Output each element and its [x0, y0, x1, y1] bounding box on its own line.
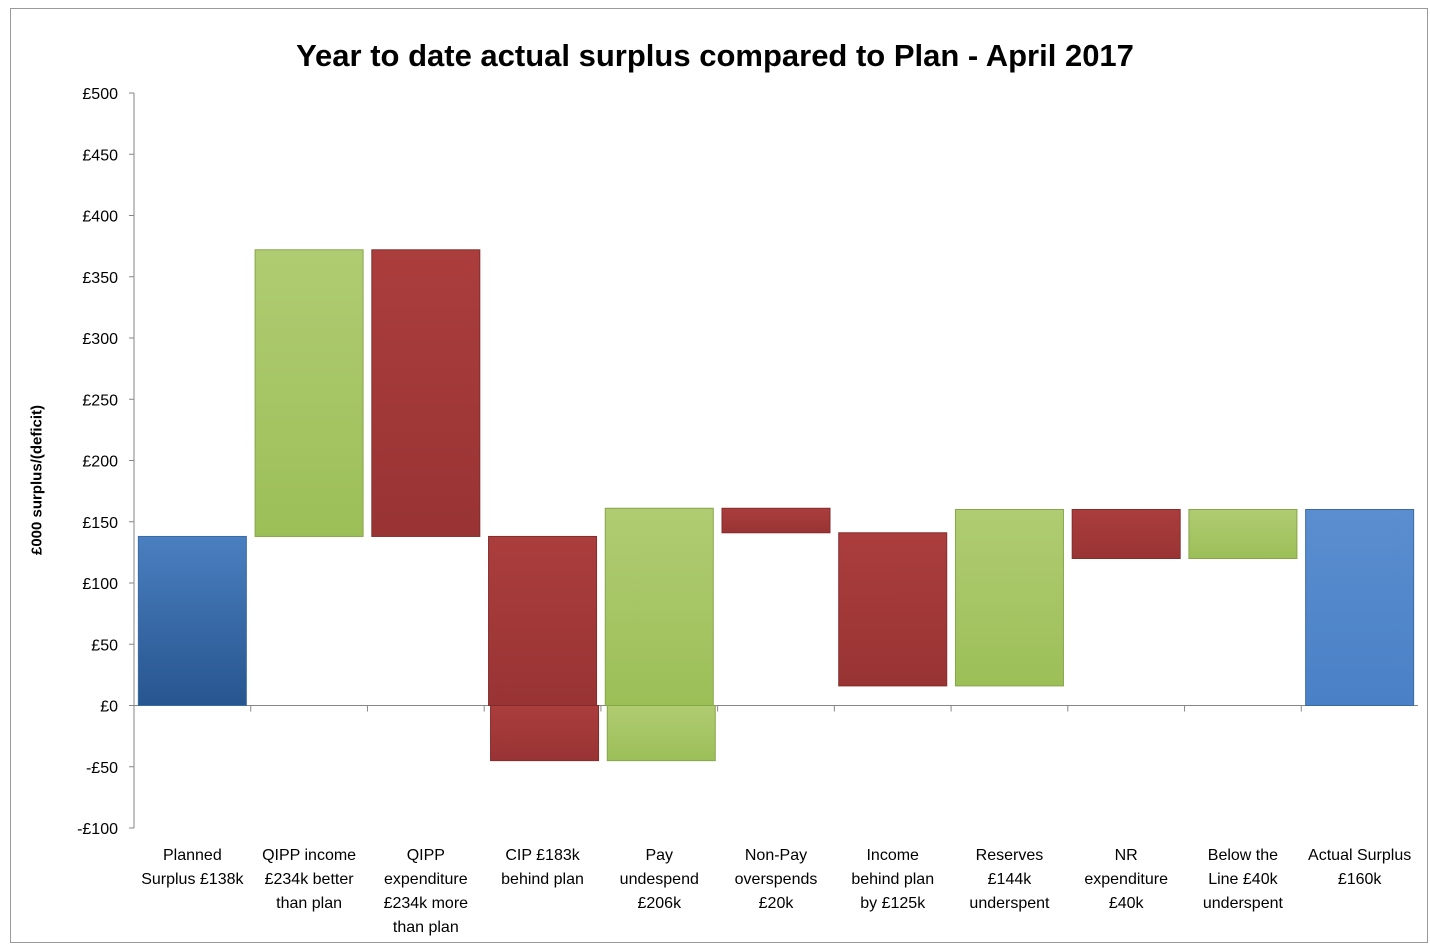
y-tick-label: £200	[82, 454, 118, 471]
x-category-label: than plan	[276, 895, 342, 912]
y-tick-label: £400	[82, 209, 118, 226]
waterfall-bar-increase	[254, 249, 364, 537]
x-category-label: Below the	[1208, 847, 1278, 864]
y-tick-label: -£50	[86, 760, 118, 777]
x-category-label: Income	[866, 847, 919, 864]
x-category-label: QIPP	[407, 847, 445, 864]
waterfall-bar-total	[137, 535, 247, 707]
y-tick-label: £50	[91, 637, 118, 654]
y-tick-label: £0	[100, 699, 118, 716]
chart-title: Year to date actual surplus compared to …	[296, 38, 1134, 73]
x-category-label: Planned	[163, 847, 222, 864]
waterfall-bar-decrease	[721, 507, 831, 534]
x-category-label: £206k	[637, 895, 682, 912]
x-category-label: undespend	[620, 871, 699, 888]
x-category-label: behind plan	[851, 871, 934, 888]
y-tick-label: £250	[82, 392, 118, 409]
x-category-label: QIPP income	[262, 847, 356, 864]
x-category-label: Reserves	[976, 847, 1044, 864]
chart-frame	[10, 8, 1428, 943]
waterfall-bar-decrease	[490, 705, 600, 762]
x-category-label: £20k	[759, 895, 795, 912]
x-category-label: expenditure	[384, 871, 468, 888]
y-tick-label: £100	[82, 576, 118, 593]
y-tick-label: £350	[82, 270, 118, 287]
x-category-label: CIP £183k	[505, 847, 580, 864]
y-tick-label: £500	[82, 86, 118, 103]
y-tick-label: £150	[82, 515, 118, 532]
x-category-label: Pay	[645, 847, 673, 864]
waterfall-bar-increase	[954, 509, 1064, 687]
x-category-label: behind plan	[501, 871, 584, 888]
x-category-label: overspends	[735, 871, 818, 888]
y-tick-label: £450	[82, 147, 118, 164]
x-category-label: by £125k	[860, 895, 926, 912]
x-category-label: Surplus £138k	[141, 871, 244, 888]
x-category-label: Line £40k	[1208, 871, 1278, 888]
waterfall-bar-increase	[1188, 509, 1298, 559]
waterfall-bar-total	[1305, 509, 1415, 706]
x-category-label: expenditure	[1084, 871, 1168, 888]
waterfall-bar-decrease	[1071, 509, 1181, 559]
x-category-label: underspent	[1203, 895, 1284, 912]
x-category-label: £234k better	[265, 871, 355, 888]
x-category-label: £40k	[1109, 895, 1145, 912]
waterfall-bar-increase	[604, 507, 714, 706]
x-category-label: £160k	[1338, 871, 1383, 888]
y-tick-label: £300	[82, 331, 118, 348]
waterfall-bar-increase	[606, 705, 716, 762]
x-category-label: £144k	[988, 871, 1033, 888]
x-category-label: Non-Pay	[745, 847, 807, 864]
x-category-label: Actual Surplus	[1308, 847, 1411, 864]
waterfall-bar-decrease	[838, 532, 948, 687]
x-category-label: £234k more	[384, 895, 469, 912]
y-tick-label: -£100	[77, 821, 118, 838]
x-category-label: than plan	[393, 919, 459, 936]
waterfall-bar-decrease	[371, 249, 481, 537]
x-category-label: underspent	[969, 895, 1050, 912]
waterfall-bar-decrease	[488, 535, 598, 707]
x-category-label: NR	[1115, 847, 1138, 864]
